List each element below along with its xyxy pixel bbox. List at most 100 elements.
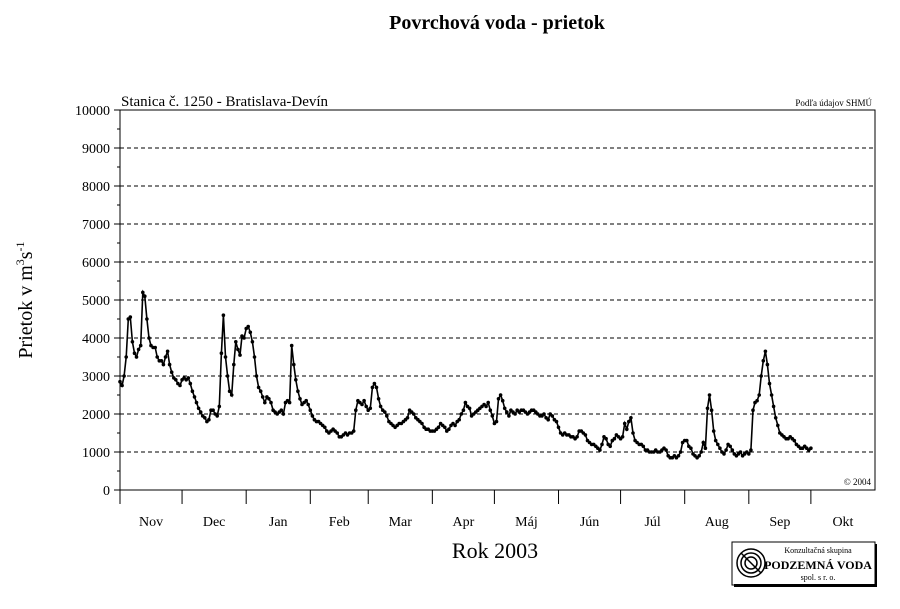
data-point — [629, 416, 633, 420]
data-point — [711, 429, 716, 433]
data-point — [486, 400, 491, 405]
data-point — [722, 452, 726, 456]
data-point — [767, 381, 772, 386]
data-point — [507, 414, 511, 418]
x-tick-label: Jan — [269, 515, 288, 530]
data-point — [229, 393, 234, 397]
data-point — [751, 408, 755, 413]
data-point — [773, 416, 778, 420]
data-point — [718, 446, 722, 451]
data-point — [707, 393, 712, 397]
data-point — [234, 340, 238, 344]
logo-shadow — [734, 584, 877, 587]
data-point — [598, 448, 602, 452]
data-point — [254, 374, 259, 378]
data-point — [174, 378, 178, 382]
data-point — [513, 412, 517, 416]
data-point — [713, 438, 718, 443]
data-point — [246, 324, 250, 329]
y-tick-label: 1000 — [82, 446, 110, 461]
data-point — [130, 340, 135, 344]
data-point — [809, 446, 813, 451]
data-point — [498, 393, 503, 397]
y-tick-label: 7000 — [82, 218, 110, 233]
data-point — [461, 408, 466, 413]
data-point — [136, 347, 141, 352]
x-tick-label: Júl — [644, 515, 660, 530]
data-point — [269, 400, 273, 405]
data-point — [709, 408, 714, 413]
data-point — [215, 414, 219, 418]
data-point — [223, 355, 228, 359]
data-point — [724, 448, 728, 452]
data-point — [755, 398, 759, 403]
data-point — [769, 393, 774, 397]
data-point — [292, 362, 296, 367]
data-point — [620, 435, 625, 439]
x-tick-label: Jún — [580, 515, 599, 530]
data-point — [153, 345, 157, 350]
y-tick-label: 2000 — [82, 408, 110, 423]
data-point — [310, 414, 315, 418]
data-point — [178, 383, 182, 388]
data-point — [370, 385, 375, 390]
data-point — [258, 389, 263, 394]
data-point — [238, 353, 242, 357]
data-point — [163, 355, 168, 359]
data-point — [256, 385, 261, 390]
data-point — [383, 410, 387, 414]
y-axis-title: Prietok v m3s-1 — [13, 241, 37, 358]
data-point — [627, 419, 631, 424]
data-point — [294, 378, 298, 382]
data-point — [600, 442, 604, 447]
x-tick-label: Nov — [139, 515, 163, 530]
data-point — [759, 374, 763, 378]
data-point — [676, 454, 681, 458]
data-point — [250, 340, 255, 344]
data-point — [701, 440, 706, 445]
data-point — [161, 362, 166, 367]
data-point — [376, 397, 381, 401]
data-point — [364, 404, 369, 409]
data-point — [323, 425, 327, 430]
y-tick-label: 0 — [103, 484, 110, 499]
x-axis-title: Rok 2003 — [452, 538, 538, 563]
data-point — [608, 444, 612, 449]
data-point — [738, 450, 743, 454]
data-point — [604, 436, 608, 441]
station-label: Stanica č. 1250 - Bratislava-Devín — [121, 94, 329, 110]
data-point — [196, 406, 201, 411]
x-axis: Nov Dec Jan Feb Mar Apr Máj Jún Júl Aug Sep Okt — [119, 490, 854, 530]
data-point — [232, 362, 236, 367]
data-point — [124, 355, 128, 359]
data-point — [622, 421, 627, 426]
data-point — [372, 381, 377, 386]
data-point — [351, 429, 356, 433]
data-point — [335, 431, 340, 435]
data-point — [705, 406, 710, 411]
x-tick-label: Okt — [832, 515, 853, 530]
data-point — [225, 374, 230, 378]
data-point — [260, 395, 265, 399]
logo-emblem-icon — [736, 548, 766, 578]
data-point — [405, 416, 410, 420]
chart-title: Povrchová voda - prietok — [389, 12, 606, 34]
data-point — [747, 452, 751, 456]
data-point — [169, 370, 174, 375]
data-point — [128, 315, 133, 319]
series-line — [119, 289, 812, 459]
source-label: Podľa údajov SHMÚ — [795, 98, 872, 108]
y-axis-title-sup2: -1 — [13, 241, 27, 251]
data-point — [641, 444, 646, 449]
data-point — [459, 412, 464, 416]
data-point — [221, 313, 226, 318]
x-tick-label: Aug — [705, 515, 729, 530]
data-point — [500, 398, 505, 403]
data-point — [443, 425, 447, 430]
data-point — [194, 400, 199, 405]
data-point — [354, 408, 358, 413]
data-point — [263, 400, 267, 405]
data-point — [749, 448, 753, 452]
data-point — [411, 412, 416, 416]
y-tick-label: 10000 — [75, 104, 110, 119]
